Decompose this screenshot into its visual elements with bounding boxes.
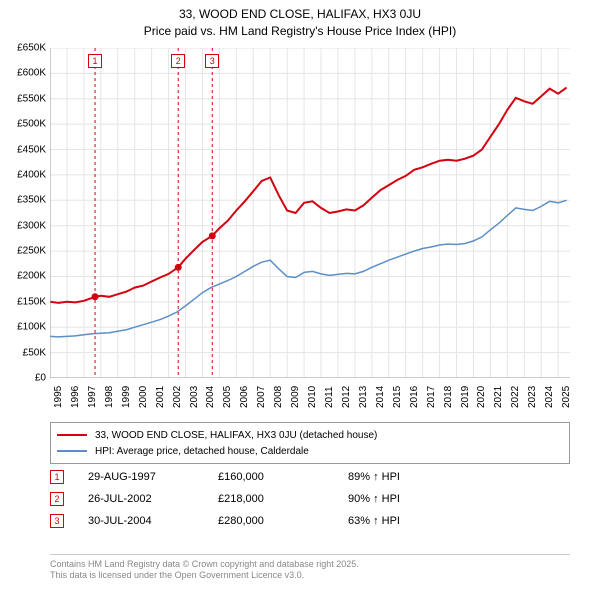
sales-table: 1 29-AUG-1997£160,00089% ↑ HPI 2 26-JUL-200…	[50, 466, 570, 532]
y-tick-label: £500K	[17, 119, 46, 130]
sale-row: 3 30-JUL-2004£280,00063% ↑ HPI	[50, 510, 570, 532]
x-tick-label: 2011	[324, 386, 335, 408]
sale-marker: 2	[50, 492, 64, 506]
sale-date: 29-AUG-1997	[88, 471, 218, 483]
x-tick-label: 1996	[70, 386, 81, 408]
x-tick-label: 2018	[443, 386, 454, 408]
y-tick-label: £400K	[17, 169, 46, 180]
x-axis: 1995 1996 1997 1998 1999 2000 2001 2002 2003 2004…	[50, 380, 570, 420]
x-tick-label: 2013	[358, 386, 369, 408]
attribution-line1: Contains HM Land Registry data © Crown c…	[50, 559, 570, 571]
sale-row: 1 29-AUG-1997£160,00089% ↑ HPI	[50, 466, 570, 488]
x-tick-label: 2006	[239, 386, 250, 408]
sale-marker: 1	[50, 470, 64, 484]
sale-price: £280,000	[218, 515, 348, 527]
x-tick-label: 2007	[256, 386, 267, 408]
x-tick-label: 2021	[493, 386, 504, 408]
x-tick-label: 2010	[307, 386, 318, 408]
y-tick-label: £550K	[17, 93, 46, 104]
x-tick-label: 2003	[189, 386, 200, 408]
legend-label: HPI: Average price, detached house, Cald…	[95, 446, 309, 457]
event-marker: 3	[205, 54, 219, 68]
sale-date: 26-JUL-2002	[88, 493, 218, 505]
x-tick-label: 2024	[544, 386, 555, 408]
x-tick-label: 2019	[460, 386, 471, 408]
y-tick-label: £300K	[17, 220, 46, 231]
legend: 33, WOOD END CLOSE, HALIFAX, HX3 0JU (de…	[50, 422, 570, 464]
y-axis: £0£50K£100K£150K£200K£250K£300K£350K£400…	[0, 48, 48, 378]
chart-svg	[50, 48, 570, 378]
sale-date: 30-JUL-2004	[88, 515, 218, 527]
y-tick-label: £100K	[17, 322, 46, 333]
x-tick-label: 1999	[121, 386, 132, 408]
x-tick-label: 2008	[273, 386, 284, 408]
x-tick-label: 2012	[341, 386, 352, 408]
x-tick-label: 2023	[527, 386, 538, 408]
x-tick-label: 2016	[409, 386, 420, 408]
y-tick-label: £250K	[17, 246, 46, 257]
x-tick-label: 2000	[138, 386, 149, 408]
x-tick-label: 2014	[375, 386, 386, 408]
sale-price: £160,000	[218, 471, 348, 483]
x-tick-label: 2002	[172, 386, 183, 408]
x-tick-label: 2015	[392, 386, 403, 408]
x-tick-label: 2005	[222, 386, 233, 408]
x-tick-label: 2004	[205, 386, 216, 408]
y-tick-label: £0	[35, 373, 46, 384]
legend-color-swatch	[57, 450, 87, 452]
plot-area: 1 2 3	[50, 48, 570, 378]
title-block: 33, WOOD END CLOSE, HALIFAX, HX3 0JU Pri…	[0, 0, 600, 40]
x-tick-label: 2001	[155, 386, 166, 408]
event-marker: 2	[171, 54, 185, 68]
x-tick-label: 1998	[104, 386, 115, 408]
sale-pct: 89% ↑ HPI	[348, 471, 570, 483]
legend-row: HPI: Average price, detached house, Cald…	[57, 443, 563, 459]
x-tick-label: 2025	[561, 386, 572, 408]
y-tick-label: £50K	[23, 347, 46, 358]
y-tick-label: £350K	[17, 195, 46, 206]
chart-container: 33, WOOD END CLOSE, HALIFAX, HX3 0JU Pri…	[0, 0, 600, 590]
x-tick-label: 2017	[426, 386, 437, 408]
sale-marker: 3	[50, 514, 64, 528]
x-tick-label: 1997	[87, 386, 98, 408]
x-tick-label: 2022	[510, 386, 521, 408]
y-tick-label: £450K	[17, 144, 46, 155]
x-tick-label: 1995	[53, 386, 64, 408]
y-tick-label: £200K	[17, 271, 46, 282]
sale-row: 2 26-JUL-2002£218,00090% ↑ HPI	[50, 488, 570, 510]
sale-price: £218,000	[218, 493, 348, 505]
legend-row: 33, WOOD END CLOSE, HALIFAX, HX3 0JU (de…	[57, 427, 563, 443]
attribution-line2: This data is licensed under the Open Gov…	[50, 570, 570, 582]
event-marker: 1	[88, 54, 102, 68]
sale-pct: 90% ↑ HPI	[348, 493, 570, 505]
legend-label: 33, WOOD END CLOSE, HALIFAX, HX3 0JU (de…	[95, 430, 377, 441]
sale-pct: 63% ↑ HPI	[348, 515, 570, 527]
x-tick-label: 2020	[476, 386, 487, 408]
y-tick-label: £150K	[17, 296, 46, 307]
y-tick-label: £600K	[17, 68, 46, 79]
title-address: 33, WOOD END CLOSE, HALIFAX, HX3 0JU	[0, 6, 600, 23]
y-tick-label: £650K	[17, 43, 46, 54]
legend-color-swatch	[57, 434, 87, 436]
title-subtitle: Price paid vs. HM Land Registry's House …	[0, 23, 600, 40]
attribution: Contains HM Land Registry data © Crown c…	[50, 554, 570, 582]
x-tick-label: 2009	[290, 386, 301, 408]
